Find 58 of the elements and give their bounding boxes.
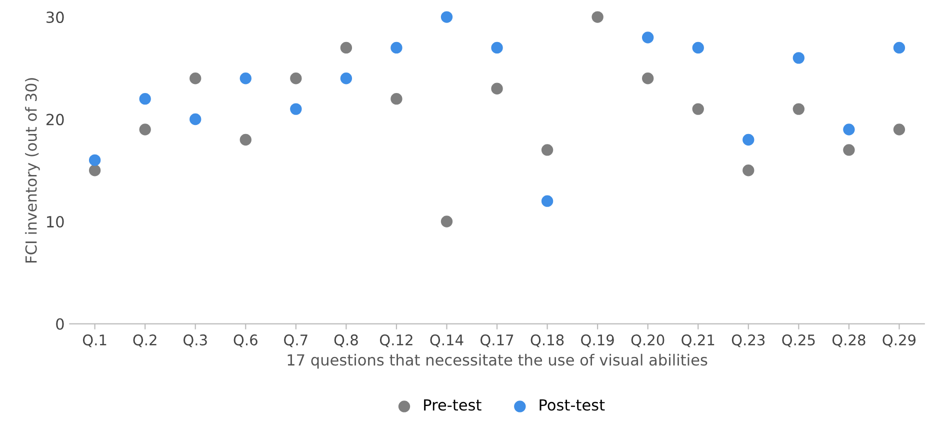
x-tick-label: Q.12 (380, 334, 412, 348)
x-tick-label: Q.28 (832, 334, 866, 348)
point (792, 52, 805, 64)
x-tick-label: Q.29 (882, 334, 916, 348)
point (290, 72, 302, 84)
point (340, 72, 352, 84)
x-tick-label: Q.23 (732, 334, 765, 348)
point (340, 42, 352, 54)
point (843, 144, 855, 156)
point (491, 42, 503, 54)
point (88, 154, 101, 166)
point (843, 124, 855, 136)
point (541, 195, 554, 207)
x-tick-label: Q.6 (234, 334, 258, 348)
point (742, 134, 754, 146)
point (592, 11, 604, 23)
x-tick-label: Q.7 (284, 334, 308, 348)
legend-label: Pre-test (424, 399, 482, 411)
point (88, 164, 101, 176)
point (139, 92, 151, 105)
point (240, 134, 252, 146)
point (390, 92, 402, 105)
point (642, 32, 654, 44)
x-tick-label: Q.8 (334, 334, 358, 348)
x-axis-title: 17 questions that necessitate the use of visual abilities (288, 354, 708, 369)
point (290, 103, 302, 115)
x-tick-label: Q.3 (183, 334, 207, 348)
y-tick-label: 0 (56, 318, 64, 330)
point (541, 144, 554, 156)
y-tick-label: 20 (46, 114, 64, 126)
x-tick-label: Q.21 (682, 334, 714, 348)
point (692, 42, 704, 54)
x-tick-label: Q.17 (480, 334, 514, 348)
x-tick-label: Q.2 (133, 334, 156, 348)
point (491, 82, 503, 94)
x-tick-label: Q.25 (782, 334, 815, 348)
point (390, 42, 402, 54)
point (440, 216, 453, 228)
point (190, 113, 202, 126)
x-tick-label: Q.20 (631, 334, 664, 348)
legend-label: Post-test (540, 399, 605, 411)
point (190, 72, 202, 84)
point (440, 11, 453, 23)
y-tick-label: 10 (47, 216, 64, 228)
point (893, 42, 906, 54)
point (893, 124, 906, 136)
point (742, 164, 754, 176)
x-tick-label: Q.14 (430, 334, 464, 348)
x-tick-label: Q.19 (581, 334, 614, 348)
x-tick-label: Q.18 (530, 334, 564, 348)
point (642, 72, 654, 84)
y-axis-title: FCI inventory (out of 30) (25, 78, 40, 263)
y-tick-label: 30 (46, 12, 64, 24)
x-tick-label: Q.1 (82, 334, 106, 348)
point (139, 124, 151, 136)
point (240, 72, 252, 84)
point (792, 103, 805, 115)
point (692, 103, 704, 115)
